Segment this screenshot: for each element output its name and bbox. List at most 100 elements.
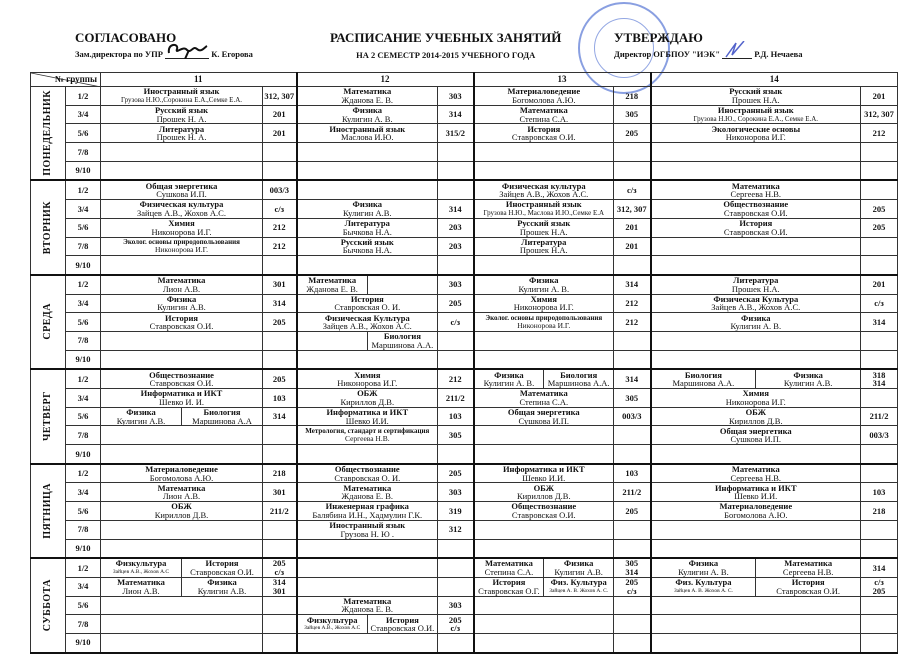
day-label: ЧЕТВЕРГ	[41, 391, 53, 442]
subject-name: Литература	[733, 275, 779, 286]
pair-number: 5/6	[64, 595, 102, 616]
teacher-name: Зайцев А. В. Жохов А. С.	[549, 587, 609, 594]
subject-name: Иностранный язык	[329, 123, 406, 134]
subgroup-lesson: Математика Лион А.В.	[102, 578, 182, 595]
teacher-name: Кулигин А. В.	[341, 113, 393, 124]
split-lesson: Математика Степина С.А. Физика Кулигин А.В.	[476, 558, 613, 577]
teacher-name: Сушкова И.П.	[518, 415, 570, 426]
signature-right	[722, 41, 753, 59]
subject-name: История	[205, 558, 239, 569]
subject-name: Физика	[494, 369, 524, 380]
room-cell: 314	[437, 199, 475, 219]
lesson-cell-group-12	[295, 576, 439, 597]
room-cell	[613, 255, 652, 276]
room-cell	[613, 519, 652, 540]
lesson-cell-group-11: Материаловедение Богомолова А.Ю.	[100, 463, 264, 484]
approval-right-name: Р.Д. Нечаева	[754, 49, 803, 59]
lesson-cell-group-14: Информатика и ИКТ Шевко И.И.	[649, 482, 862, 503]
split-lesson: Физкультура Зайцев А.В., Жохов А.С История…	[102, 558, 262, 577]
room-cell: 301	[262, 274, 298, 295]
subject-name: Химия	[530, 294, 557, 304]
group-number-label: № группы	[54, 74, 98, 85]
lesson-cell-group-13: Математика Степина С.А. Физика Кулигин А.В.	[472, 557, 615, 578]
teacher-name: Лион А.В.	[162, 283, 201, 294]
teacher-name: Никонорова И.Г.	[151, 226, 212, 237]
teacher-name: Богомолова А.Ю.	[149, 472, 214, 483]
room-cell: 305	[613, 104, 652, 125]
subgroup-lesson: Математика Сергеева Н.В.	[755, 559, 859, 577]
subject-name: Математика	[308, 275, 357, 286]
teacher-name: Ставровская О.И.	[511, 132, 576, 143]
lesson-cell-group-11	[100, 538, 264, 560]
subject-name: Физическая культура	[501, 180, 586, 191]
teacher-name: Жданова Е. В.	[341, 491, 394, 502]
teacher-name: Жданова Е. В.	[306, 283, 358, 294]
lesson-cell-group-14: Экологические основы Никонорова И.Г.	[649, 123, 862, 144]
subject-name: Метрология, стандарт и сертификация	[305, 426, 430, 435]
lesson-cell-group-13	[472, 349, 615, 371]
teacher-name: Прошек Н. А.	[156, 132, 207, 143]
lesson-cell-group-11	[100, 632, 264, 654]
room-cell	[860, 595, 899, 616]
lesson-cell-group-11: Физика Кулигин А.В. Биология Маршинова А.А	[100, 406, 264, 427]
teacher-name: Кулигин А. В.	[483, 378, 535, 389]
lesson-cell-group-11	[100, 142, 264, 162]
lesson-cell-group-14: Физ. Культура Зайцев А. В. Жохов А. С. Ист…	[649, 576, 862, 597]
lesson-row: 9/10	[31, 349, 899, 371]
subject-name: История	[527, 123, 561, 134]
schedule-table: № группы 11 12 13 14 ПОНЕДЕЛЬНИК 1/2 Иност…	[29, 72, 899, 654]
lesson-cell-group-14	[649, 330, 862, 351]
room-cell	[860, 632, 899, 654]
lesson-cell-group-12	[295, 632, 439, 654]
room-cell: 318 314	[860, 368, 899, 390]
page-subtitle: НА 2 СЕМЕСТР 2014-2015 УЧЕБНОГО ГОДА	[356, 50, 536, 60]
subject-name: Физика	[563, 558, 594, 569]
subject-name: Эколог. основы природопользования	[123, 237, 240, 246]
teacher-name: Кириллов Д.В.	[728, 415, 783, 426]
subject-name: История	[165, 312, 198, 323]
room-cell: 303	[437, 595, 475, 616]
subject-name: ОБЖ	[745, 407, 766, 417]
lesson-cell-group-14: Физическая Культура Зайцев А.В., Жохов А.…	[649, 293, 862, 314]
teacher-name: Прошек Н.А.	[731, 283, 780, 294]
pair-number: 3/4	[64, 482, 102, 503]
room-cell: 212	[262, 217, 298, 238]
lesson-cell-group-14: Иностранный язык Грузова Н.Ю., Сорокина Е…	[649, 104, 862, 125]
subgroup-lesson: Математика Жданова Е. В.	[299, 275, 367, 294]
room-cell: с/з	[860, 293, 899, 314]
day-cell: ВТОРНИК	[30, 179, 66, 276]
teacher-name: Кириллов Д.В.	[340, 396, 395, 407]
room-cell: 312, 307	[860, 104, 899, 125]
lesson-cell-group-14: Литература Прошек Н.А.	[649, 274, 862, 295]
lesson-cell-group-14	[649, 632, 862, 654]
subject-name: Эколог. основы природопользования	[485, 313, 603, 322]
teacher-name: Жданова Е. В.	[341, 604, 394, 615]
split-lesson: Физика Кулигин А. В. Биология Маршинова А.А…	[476, 369, 613, 389]
pair-number: 1/2	[64, 86, 102, 106]
pair-number: 7/8	[64, 425, 102, 446]
teacher-name: Зайцев А.В., Жохов А.С	[304, 625, 361, 632]
lesson-row: СУББОТА 1/2 Физкультура Зайцев А.В., Жохов …	[30, 557, 899, 654]
lesson-row: 5/6 Математика Жданова Е. В. 303	[31, 595, 899, 616]
lesson-cell-group-13: История Ставровская О.И.	[472, 123, 615, 144]
lesson-row: 3/4 Математика Лион А.В. Физика Кулигин А.В.…	[31, 576, 899, 597]
room-cell: 314	[860, 312, 899, 332]
room-cell: 211/2	[613, 482, 652, 503]
room-cell: 201	[262, 123, 298, 144]
room-cell: 312, 307	[613, 199, 652, 219]
group-header-14: 14	[649, 72, 899, 87]
lesson-cell-group-11: Математика Лион А.В.	[100, 482, 264, 503]
room-cell	[860, 444, 899, 465]
room-cell: 314	[437, 104, 475, 125]
pair-number: 9/10	[64, 160, 102, 182]
lesson-cell-group-14: ОБЖ Кириллов Д.В.	[649, 406, 862, 427]
lesson-cell-group-13: Иностранный язык Грузова Н.Ю., Маслова И.…	[472, 199, 615, 219]
lesson-cell-group-13	[472, 538, 615, 560]
teacher-name: Шевко И.И.	[345, 415, 389, 426]
teacher-name: Прошек Н. А.	[156, 113, 207, 124]
subject-name: История	[350, 294, 384, 304]
split-lesson: Физкультура Зайцев А.В., Жохов А.С История…	[299, 615, 437, 633]
teacher-name: Кулигин А. В.	[730, 321, 782, 332]
pair-number: 9/10	[64, 255, 102, 276]
day-cell: СУББОТА	[30, 557, 66, 654]
